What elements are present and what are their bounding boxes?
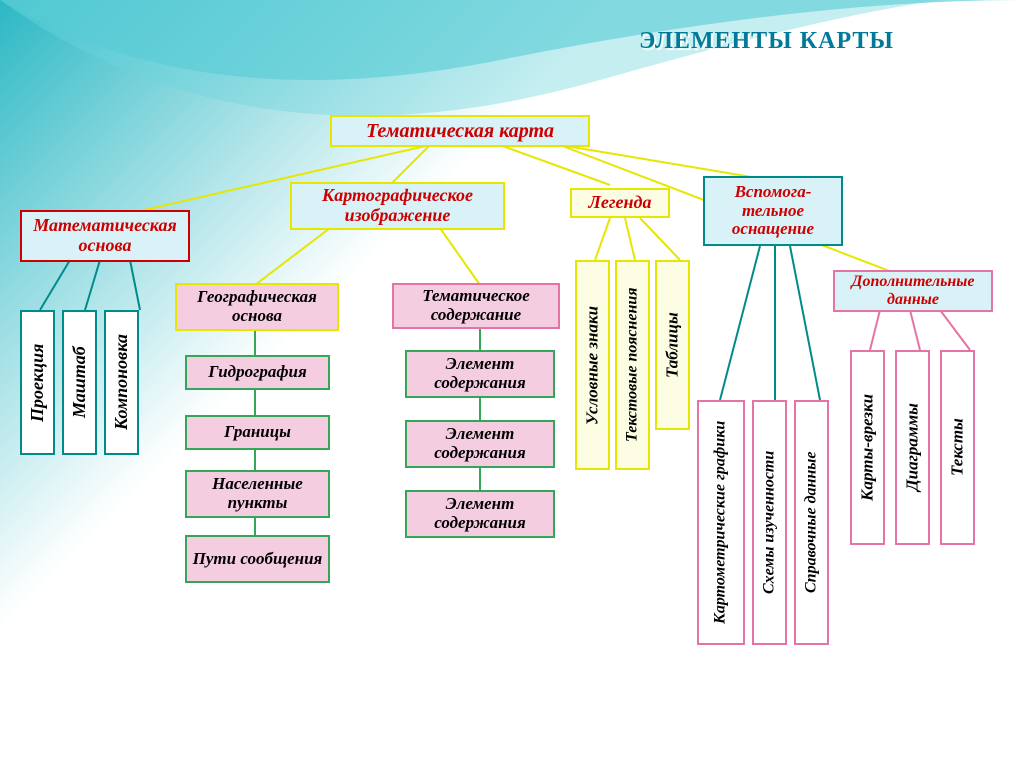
root-box: Тематическая карта bbox=[330, 115, 590, 147]
dop-child-0: Карты-врезки bbox=[850, 350, 885, 545]
geo-child-2: Населенные пункты bbox=[185, 470, 330, 518]
aux-child-1: Схемы изученности bbox=[752, 400, 787, 645]
aux-child-0: Картометрические графики bbox=[697, 400, 745, 645]
carto-box: Картографическое изображение bbox=[290, 182, 505, 230]
dop-child-2: Тексты bbox=[940, 350, 975, 545]
legend-child-1: Текстовые пояснения bbox=[615, 260, 650, 470]
theme-child-0: Элемент содержания bbox=[405, 350, 555, 398]
legend-child-0: Условные знаки bbox=[575, 260, 610, 470]
geo-child-3: Пути сообщения bbox=[185, 535, 330, 583]
theme-child-2: Элемент содержания bbox=[405, 490, 555, 538]
math-child-0: Проекция bbox=[20, 310, 55, 455]
math-child-1: Маштаб bbox=[62, 310, 97, 455]
geo-child-0: Гидрография bbox=[185, 355, 330, 390]
theme-child-1: Элемент содержания bbox=[405, 420, 555, 468]
dop-child-1: Диаграммы bbox=[895, 350, 930, 545]
legend-box: Легенда bbox=[570, 188, 670, 218]
legend-child-2: Таблицы bbox=[655, 260, 690, 430]
theme-box: Тематическое содержание bbox=[392, 283, 560, 329]
geo-box: Географическая основа bbox=[175, 283, 339, 331]
math-box: Математическая основа bbox=[20, 210, 190, 262]
math-child-2: Компоновка bbox=[104, 310, 139, 455]
aux-box: Вспомога- тельное оснащение bbox=[703, 176, 843, 246]
page-title: ЭЛЕМЕНТЫ КАРТЫ bbox=[639, 28, 894, 55]
aux-child-2: Справочные данные bbox=[794, 400, 829, 645]
geo-child-1: Границы bbox=[185, 415, 330, 450]
dop-box: Дополнительные данные bbox=[833, 270, 993, 312]
